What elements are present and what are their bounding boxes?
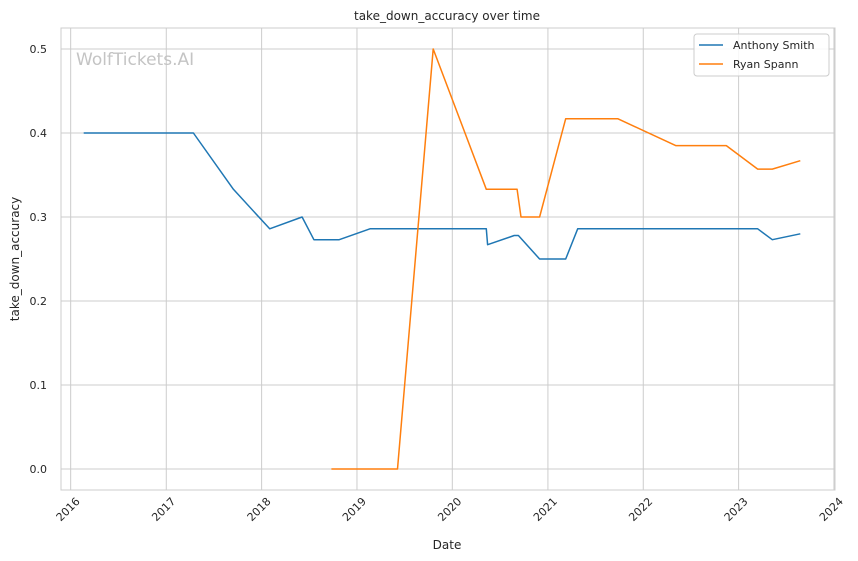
- legend-box: [693, 33, 830, 77]
- series-layer: [83, 48, 801, 470]
- legend-label-anthony-smith: Anthony Smith: [733, 39, 815, 52]
- watermark: WolfTickets.AI: [76, 50, 194, 70]
- legend: Anthony Smith Ryan Spann: [693, 33, 830, 77]
- chart-title: take_down_accuracy over time: [354, 9, 540, 23]
- y-tick-label: 0.0: [30, 463, 48, 476]
- y-tick-label: 0.4: [30, 127, 48, 140]
- y-tick-labels: 0.0 0.1 0.2 0.3 0.4 0.5: [30, 43, 48, 476]
- y-tick-label: 0.5: [30, 43, 48, 56]
- y-tick-label: 0.3: [30, 211, 48, 224]
- x-axis-label: Date: [433, 538, 462, 552]
- y-axis-label: take_down_accuracy: [8, 197, 22, 321]
- y-tick-label: 0.1: [30, 379, 48, 392]
- y-tick-label: 0.2: [30, 295, 48, 308]
- plot-frame: [60, 27, 836, 491]
- legend-label-ryan-spann: Ryan Spann: [733, 58, 798, 71]
- series-line-ryan-spann: [331, 48, 801, 470]
- series-line-anthony-smith: [83, 132, 801, 260]
